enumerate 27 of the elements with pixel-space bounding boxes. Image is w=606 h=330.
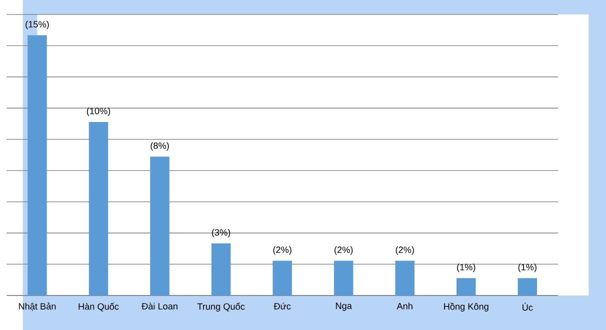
x-tick-label: Úc xyxy=(522,302,533,311)
data-label: (10%) xyxy=(86,107,110,116)
bar xyxy=(272,260,292,296)
x-tick-label: Hàn Quốc xyxy=(78,302,119,312)
data-label: (1%) xyxy=(457,264,476,272)
x-tick-label: Nhật Bản xyxy=(18,302,56,311)
bar xyxy=(334,260,354,296)
bar xyxy=(518,278,538,296)
x-tick-label: Anh xyxy=(396,302,412,310)
x-tick-label: Hồng Kông xyxy=(444,302,488,312)
bar xyxy=(395,260,414,296)
data-label: (3%) xyxy=(212,228,230,238)
data-label: (15%) xyxy=(26,20,49,30)
x-tick-label: Đức xyxy=(274,302,291,310)
data-label: (1%) xyxy=(518,264,536,272)
bar xyxy=(88,122,108,296)
bar xyxy=(211,243,231,296)
bar xyxy=(456,278,476,296)
data-label: (2%) xyxy=(396,246,414,255)
data-label: (8%) xyxy=(150,142,169,151)
data-label: (2%) xyxy=(334,246,353,255)
data-label: (2%) xyxy=(273,246,292,255)
bar xyxy=(28,35,47,296)
x-tick-label: Đài Loan xyxy=(142,302,178,310)
x-tick-label: Nga xyxy=(336,302,352,311)
bar xyxy=(150,156,170,296)
x-tick-label: Trung Quốc xyxy=(197,302,245,312)
